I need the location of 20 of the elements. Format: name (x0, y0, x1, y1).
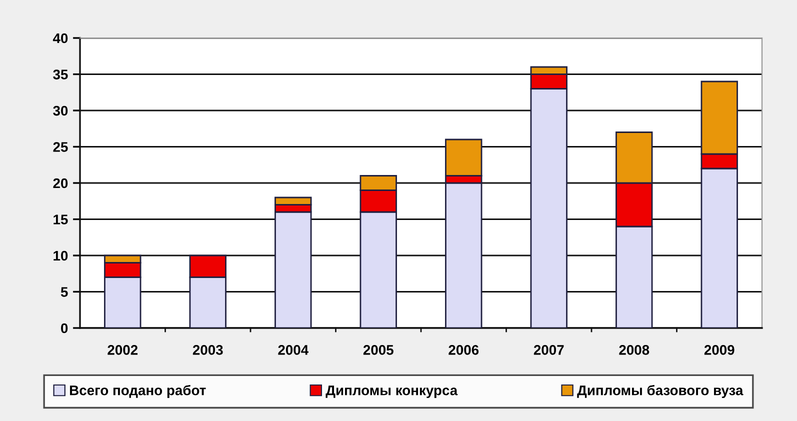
x-tick-label: 2003 (192, 345, 223, 355)
x-tick-label: 2007 (534, 345, 564, 355)
x-tick-label: 2008 (619, 345, 650, 355)
y-tick-label: 20 (53, 178, 68, 188)
y-tick-label: 25 (53, 142, 68, 152)
y-tick-label: 35 (53, 70, 68, 80)
y-tick-label: 5 (60, 287, 68, 297)
x-tick-label: 2009 (704, 345, 734, 355)
legend-label: Всего подано работ (70, 384, 206, 398)
y-tick-label: 30 (53, 106, 68, 116)
x-tick-label: 2005 (363, 345, 394, 355)
y-tick-label: 15 (54, 214, 68, 224)
x-tick-label: 2006 (448, 345, 479, 355)
y-tick-label: 0 (61, 323, 68, 334)
x-tick-label: 2004 (278, 345, 308, 355)
y-tick-label: 40 (52, 33, 68, 44)
y-tick-label: 10 (54, 250, 68, 261)
x-tick-label: 2002 (108, 345, 138, 355)
legend-label: Дипломы конкурса (326, 386, 458, 398)
legend-label: Дипломы базового вуза (577, 384, 744, 398)
